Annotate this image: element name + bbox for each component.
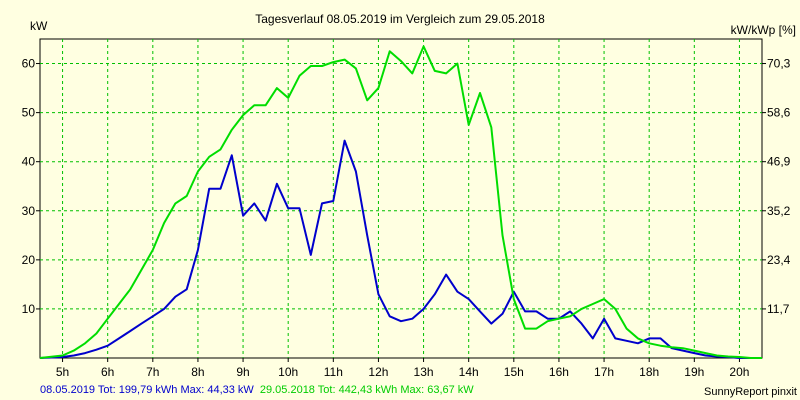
x-tick-label: 15h bbox=[504, 365, 524, 379]
series-line-2 bbox=[39, 45, 762, 359]
x-tick-label: 17h bbox=[594, 365, 614, 379]
y-tick-label: 30 bbox=[22, 204, 36, 218]
y-tick-label: 10 bbox=[22, 302, 36, 316]
x-tick-label: 10h bbox=[278, 365, 298, 379]
footer-left-summary: 08.05.2019 Tot: 199,79 kWh Max: 44,33 kW bbox=[40, 384, 254, 396]
x-tick-label: 13h bbox=[414, 365, 434, 379]
y2-tick-label: 46,9 bbox=[767, 155, 791, 169]
y-axis-label-right: kW/kWp [%] bbox=[731, 23, 796, 37]
y2-tick-label: 23,4 bbox=[767, 253, 791, 267]
series-line-1 bbox=[39, 139, 762, 359]
y-tick-label: 40 bbox=[22, 155, 36, 169]
y-tick-label: 60 bbox=[22, 57, 36, 71]
grid bbox=[36, 39, 766, 362]
x-tick-label: 14h bbox=[459, 365, 479, 379]
x-tick-label: 11h bbox=[324, 365, 343, 379]
y2-tick-label: 11,7 bbox=[767, 302, 790, 316]
y-tick-label: 50 bbox=[22, 106, 36, 120]
y2-tick-label: 35,2 bbox=[767, 204, 791, 218]
y-tick-label: 20 bbox=[22, 253, 36, 267]
x-tick-label: 6h bbox=[101, 365, 114, 379]
footer-summary: 08.05.2019 Tot: 199,79 kWh Max: 44,33 kW… bbox=[40, 384, 474, 396]
y2-tick-label: 58,6 bbox=[767, 106, 791, 120]
footer-right-summary: 29.05.2018 Tot: 442,43 kWh Max: 63,67 kW bbox=[260, 384, 474, 396]
x-tick-label: 7h bbox=[146, 365, 159, 379]
y2-tick-label: 70,3 bbox=[767, 57, 791, 71]
x-tick-label: 16h bbox=[549, 365, 569, 379]
footer-credit: SunnyReport pinxit bbox=[704, 386, 797, 398]
chart-title: Tagesverlauf 08.05.2019 im Vergleich zum… bbox=[255, 12, 545, 26]
x-tick-label: 12h bbox=[368, 365, 388, 379]
x-tick-label: 8h bbox=[191, 365, 204, 379]
y-axis-label-left: kW bbox=[30, 19, 48, 33]
series-group bbox=[39, 45, 762, 359]
x-tick-label: 20h bbox=[729, 365, 749, 379]
tick-labels: 5h 6h 7h 8h 9h 10h 11h 12h 13h 14h 15h 16h 17h 18h 19h… bbox=[22, 57, 791, 379]
x-tick-label: 9h bbox=[236, 365, 249, 379]
x-tick-label: 5h bbox=[56, 365, 69, 379]
plot-area-frame bbox=[39, 38, 763, 359]
x-tick-label: 19h bbox=[684, 365, 704, 379]
x-tick-label: 18h bbox=[639, 365, 659, 379]
